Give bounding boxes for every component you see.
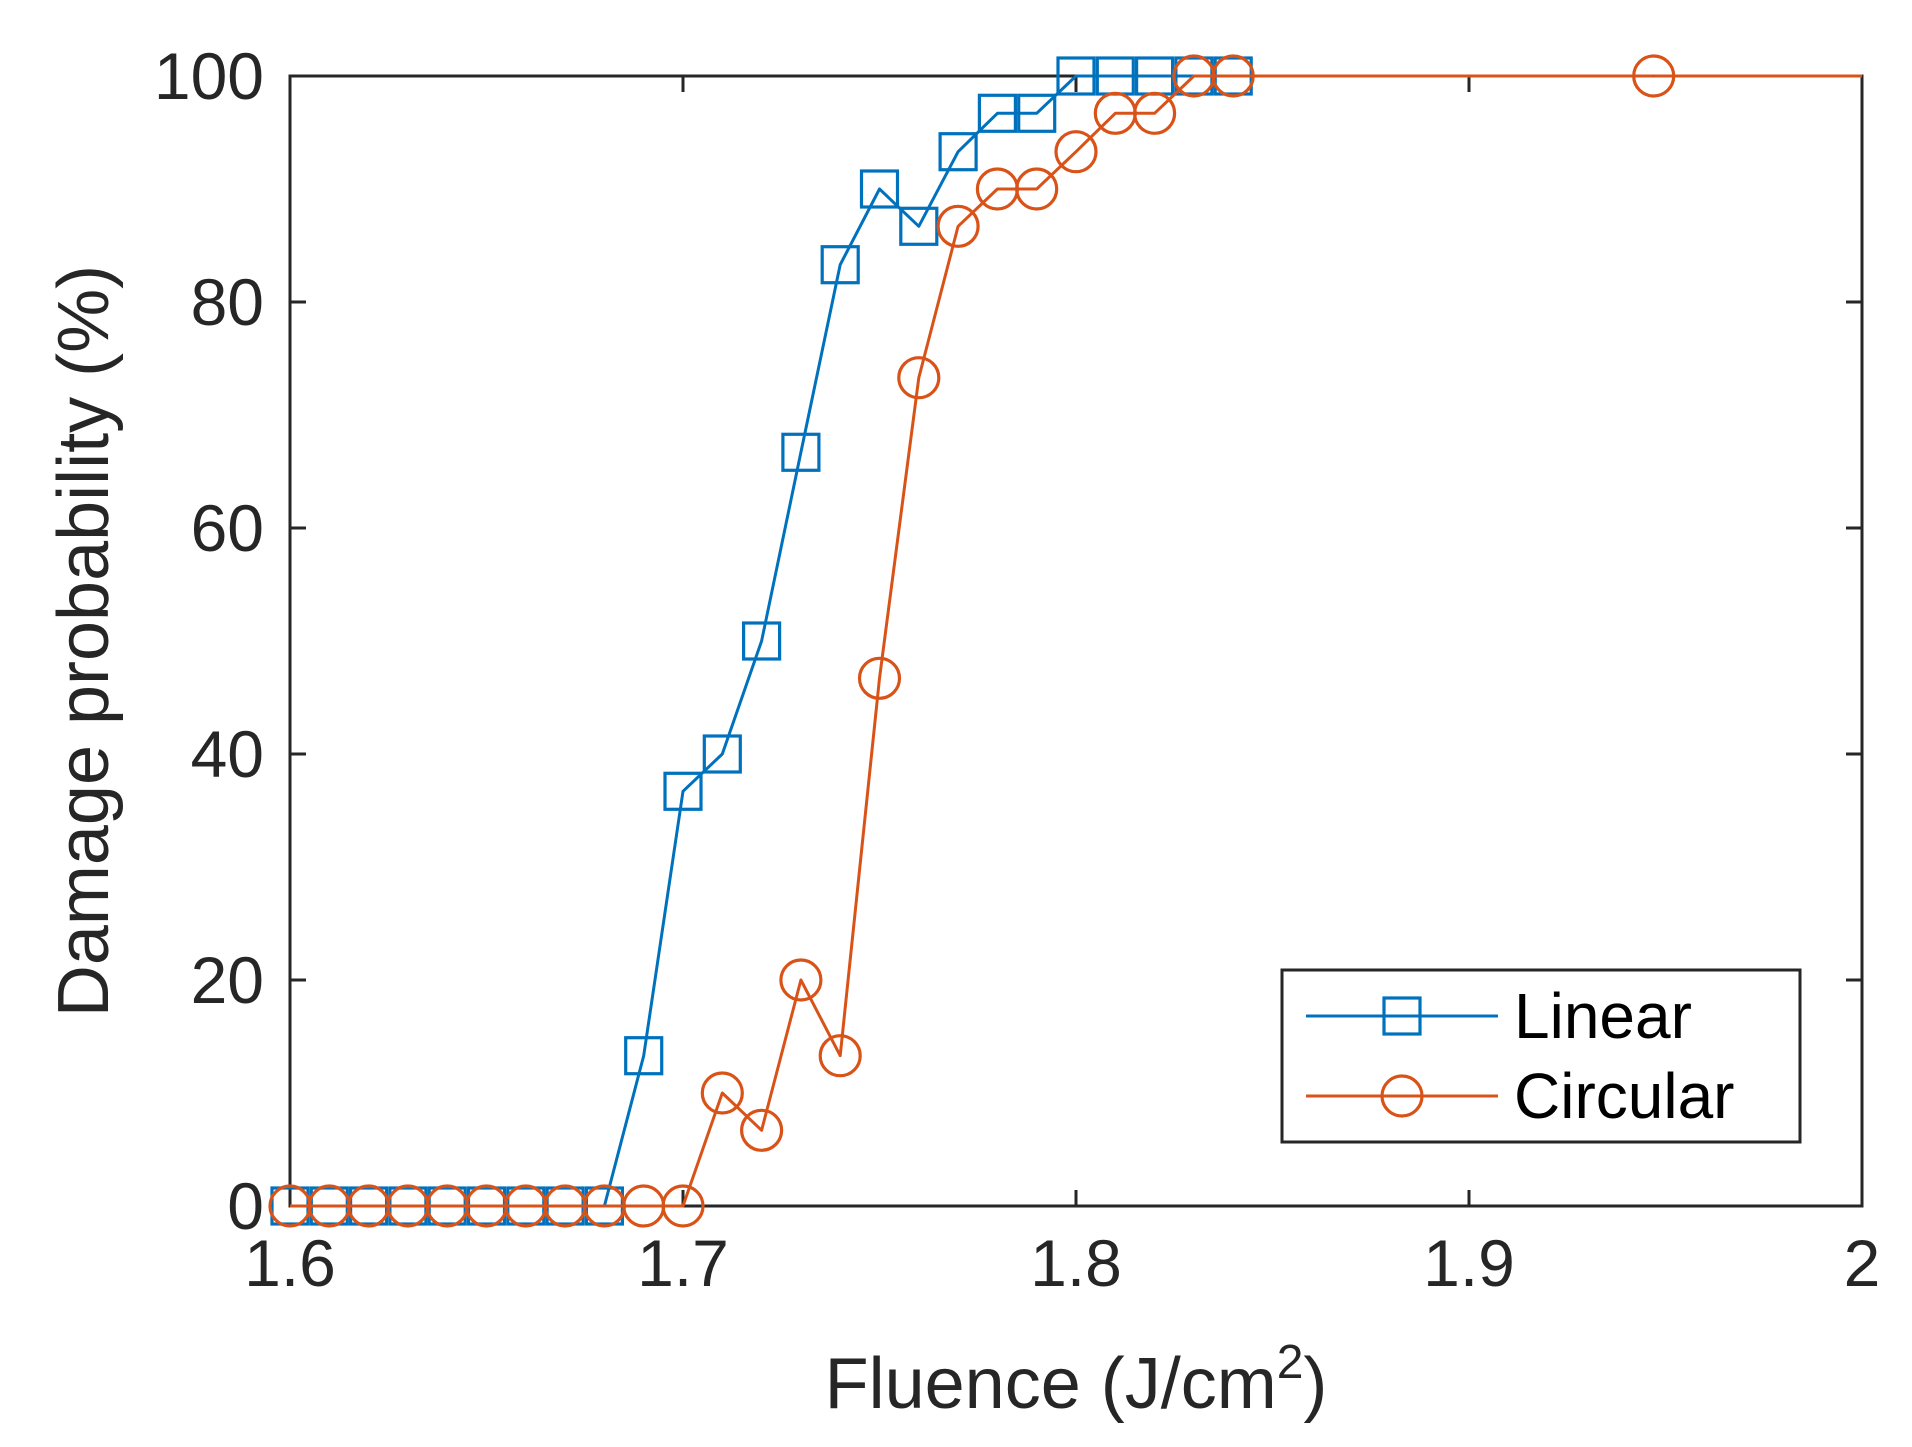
data-point-linear (859, 169, 900, 209)
legend-label-circular: Circular (1514, 1060, 1734, 1132)
data-point-circular (1211, 54, 1255, 98)
data-point-linear (781, 432, 821, 472)
x-axis-title: Fluence (J/cm2) (825, 1336, 1328, 1424)
data-point-circular (897, 356, 941, 400)
legend-marker-linear (1382, 996, 1422, 1036)
data-point-circular (818, 1034, 862, 1078)
data-point-linear (663, 771, 703, 811)
x-axis-title-superscript: 2 (1277, 1336, 1304, 1389)
data-point-linear (977, 93, 1018, 133)
data-point-linear (1056, 56, 1096, 96)
data-point-circular (1054, 130, 1098, 174)
data-point-linear (702, 734, 742, 774)
legend: Linear Circular (1280, 968, 1802, 1144)
data-point-circular (739, 1108, 784, 1152)
x-tick-label: 2 (1844, 1226, 1881, 1300)
data-point-circular (1015, 167, 1059, 211)
data-point-circular (779, 958, 823, 1002)
y-tick-label: 100 (154, 39, 264, 113)
legend-item-linear: Linear (1306, 980, 1692, 1052)
x-tick-label: 1.7 (637, 1226, 729, 1300)
data-point-linear (741, 621, 782, 661)
data-point-circular (661, 1184, 705, 1228)
legend-item-circular: Circular (1306, 1060, 1734, 1132)
legend-label-linear: Linear (1514, 980, 1692, 1052)
y-axis: 0 20 40 60 80 100 (154, 39, 1862, 1243)
y-tick-label: 0 (227, 1169, 264, 1243)
series-line-circular (290, 74, 1654, 1208)
data-point-linear (1017, 93, 1057, 133)
data-point-circular (1132, 91, 1177, 135)
data-point-circular (936, 204, 980, 248)
legend-marker-circular (1380, 1074, 1424, 1118)
x-tick-label: 1.6 (244, 1226, 336, 1300)
y-tick-label: 40 (191, 717, 264, 791)
data-point-circular (857, 656, 902, 700)
y-tick-label: 20 (191, 943, 264, 1017)
y-axis-title: Damage probability (%) (44, 265, 124, 1017)
legend-box (1280, 968, 1802, 1144)
x-tick-label: 1.8 (1030, 1226, 1122, 1300)
x-axis-title-main: Fluence (J/cm (825, 1344, 1277, 1424)
x-tick-label: 1.9 (1423, 1226, 1515, 1300)
x-axis: 1.6 1.7 1.8 1.9 2 (244, 76, 1880, 1300)
data-point-linear (938, 132, 978, 172)
data-point-linear (624, 1036, 664, 1076)
y-tick-label: 60 (191, 491, 264, 565)
data-point-circular (700, 1071, 744, 1115)
x-axis-title-suffix: ) (1303, 1344, 1327, 1424)
series-layer (268, 54, 1862, 1228)
y-tick-label: 80 (191, 265, 264, 339)
data-point-linear (820, 245, 860, 285)
